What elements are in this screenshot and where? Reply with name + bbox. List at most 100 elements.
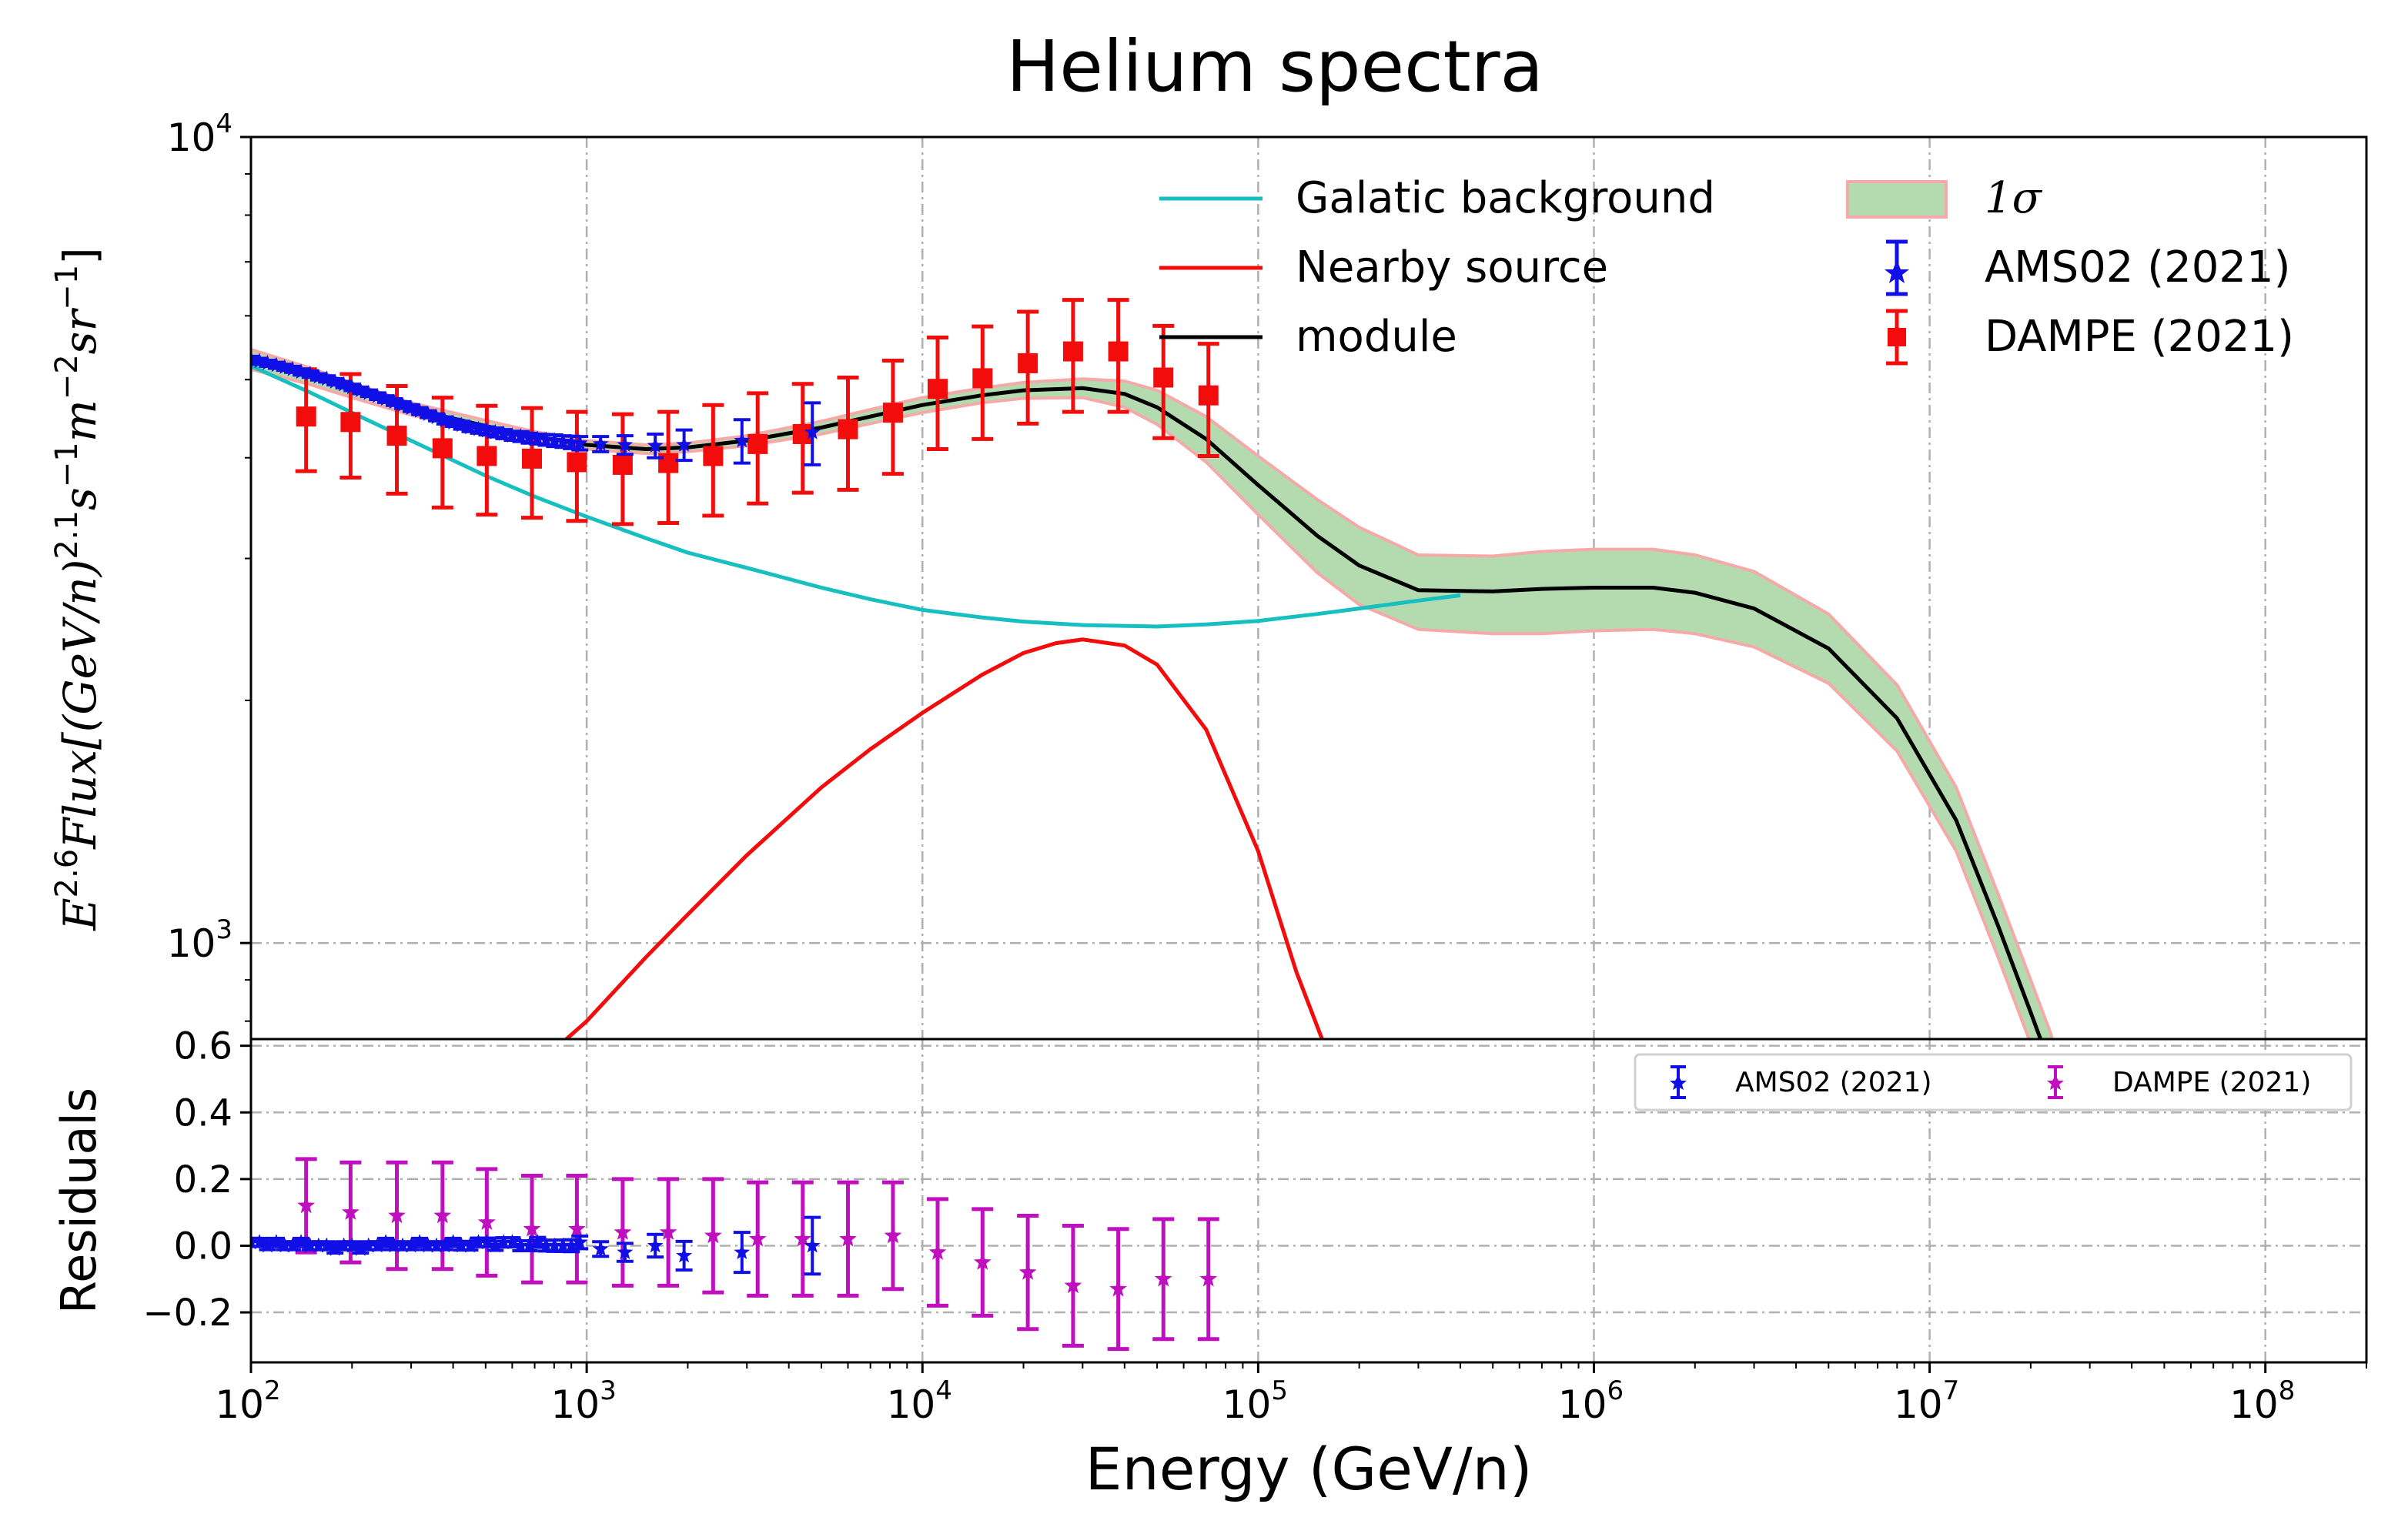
- dampe-point: [881, 358, 904, 476]
- dampe-point: [1107, 298, 1129, 414]
- dampe-point: [1017, 309, 1039, 426]
- residual-dampe-point: [295, 1157, 317, 1255]
- ylabel-exp4: −2: [49, 354, 85, 399]
- nearby-source-line: [565, 637, 1324, 1039]
- residual-legend-ams-marker: [1670, 1065, 1687, 1099]
- x-tick-label: 105: [1222, 1375, 1288, 1427]
- ams02-point: [592, 435, 610, 453]
- residual-dampe-point: [881, 1180, 904, 1292]
- residual-legend-ams-label: AMS02 (2021): [1735, 1067, 1932, 1098]
- dampe-point: [747, 391, 769, 506]
- ylabel-flux: Flux[(GeV/n): [54, 560, 106, 850]
- residual-y-tick-label: 0.0: [174, 1225, 232, 1268]
- residual-ams02-point: [804, 1215, 821, 1276]
- residual-y-tick-label: −0.2: [142, 1292, 232, 1335]
- main-y-ticks: 103 104: [167, 109, 251, 1022]
- x-tick-label: 104: [887, 1375, 952, 1427]
- main-y-axis-label: E2.6Flux[(GeV/n)2.1s−1m−2sr−1]: [49, 247, 106, 931]
- residual-ams02-point: [592, 1240, 610, 1258]
- module-line: [251, 357, 2043, 1039]
- residual-y-ticks: −0.2 0.0 0.2 0.4 0.6: [142, 1025, 251, 1335]
- residual-dampe-point: [702, 1177, 724, 1295]
- residual-dampe-point: [972, 1207, 994, 1318]
- x-tick-label: 107: [1894, 1375, 1959, 1427]
- ylabel-close: ]: [54, 247, 106, 265]
- dampe-point: [1197, 342, 1219, 458]
- ylabel-exp1: 2.6: [49, 849, 85, 898]
- ams02-point: [616, 434, 634, 456]
- residual-dampe-point: [791, 1180, 814, 1298]
- residual-ams02-point: [733, 1231, 751, 1275]
- residual-ams02-point: [647, 1232, 664, 1259]
- dampe-point: [702, 403, 724, 518]
- chart-title: Helium spectra: [1006, 25, 1543, 108]
- dampe-point: [791, 382, 814, 495]
- residual-ams02-point: [571, 1234, 589, 1251]
- x-ticks: 102 103 104 105 106 107 108: [215, 1362, 2367, 1427]
- residual-legend-frame: [1634, 1053, 2353, 1111]
- ams02-point: [675, 428, 693, 463]
- svg-text:E2.6Flux[(GeV/n)2.1s−1m−2sr−1]: E2.6Flux[(GeV/n)2.1s−1m−2sr−1]: [49, 247, 106, 931]
- residual-ams02-point: [616, 1242, 634, 1263]
- dampe-point: [837, 376, 859, 492]
- x-axis-label: Energy (GeV/n): [1085, 1435, 1533, 1503]
- residual-y-axis-label: Residuals: [51, 1088, 107, 1314]
- legend-module-label: module: [1296, 312, 1457, 362]
- residual-dampe-point: [657, 1177, 680, 1288]
- residual-dampe-point: [1197, 1217, 1219, 1342]
- galactic-background-line: [251, 364, 1461, 629]
- ylabel-exp2: 2.1: [49, 510, 85, 560]
- dampe-point: [657, 409, 680, 525]
- main-plot-area: [251, 298, 2054, 1039]
- residual-dampe-point: [1107, 1227, 1129, 1352]
- residual-ams02-point: [675, 1239, 693, 1272]
- x-tick-label: 108: [2229, 1375, 2295, 1427]
- residual-dampe-point: [476, 1167, 498, 1278]
- residual-y-tick-label: 0.6: [174, 1025, 232, 1068]
- residual-dampe-point: [521, 1174, 543, 1285]
- residual-axes-frame: [249, 1038, 2368, 1364]
- ylabel-sr: sr: [54, 308, 106, 355]
- ams02-point: [571, 434, 589, 452]
- residual-ams02-points: [251, 1215, 821, 1276]
- ylabel-exp5: −1: [49, 265, 85, 310]
- legend-band-swatch: [1846, 180, 1948, 219]
- ams02-points: [251, 350, 821, 466]
- ylabel-s: s: [54, 487, 106, 510]
- residual-dampe-point: [1017, 1213, 1039, 1332]
- legend-nearby-label: Nearby source: [1296, 242, 1608, 292]
- residual-dampe-point: [747, 1180, 769, 1298]
- ams02-point: [804, 401, 821, 466]
- residual-dampe-points: [295, 1157, 1219, 1352]
- residual-dampe-point: [431, 1160, 453, 1272]
- dampe-point: [972, 324, 994, 441]
- residual-legend-dampe-label: DAMPE (2021): [2112, 1067, 2311, 1098]
- residual-dampe-point: [566, 1174, 588, 1285]
- legend-dampe-marker: [1886, 309, 1908, 366]
- residual-dampe-point: [386, 1160, 408, 1272]
- dampe-point: [295, 367, 317, 473]
- residual-legend: AMS02 (2021) DAMPE (2021): [1634, 1053, 2353, 1111]
- dampe-point: [566, 409, 588, 523]
- legend-ams-marker: [1885, 239, 1909, 296]
- x-tick-label: 102: [215, 1375, 280, 1427]
- ylabel-E: E: [54, 897, 106, 931]
- dampe-point: [1062, 298, 1084, 414]
- main-y-tick-label: 103: [167, 914, 232, 966]
- ylabel-m: m: [54, 399, 106, 442]
- residual-plot-area: [251, 1157, 1219, 1352]
- residual-dampe-point: [1152, 1217, 1175, 1342]
- legend-dampe-label: DAMPE (2021): [1985, 312, 2294, 362]
- residual-dampe-point: [611, 1177, 634, 1288]
- dampe-point: [1152, 323, 1175, 440]
- dampe-point: [521, 406, 543, 520]
- residual-dampe-point: [837, 1180, 859, 1298]
- dampe-point: [927, 335, 949, 451]
- legend-galactic-label: Galatic background: [1296, 173, 1715, 223]
- legend-band-label: 1σ: [1985, 173, 2043, 223]
- residual-y-tick-label: 0.2: [174, 1158, 232, 1201]
- residual-ams02-point: [487, 1237, 504, 1253]
- residual-y-tick-label: 0.4: [174, 1091, 232, 1135]
- ams02-point: [647, 432, 664, 460]
